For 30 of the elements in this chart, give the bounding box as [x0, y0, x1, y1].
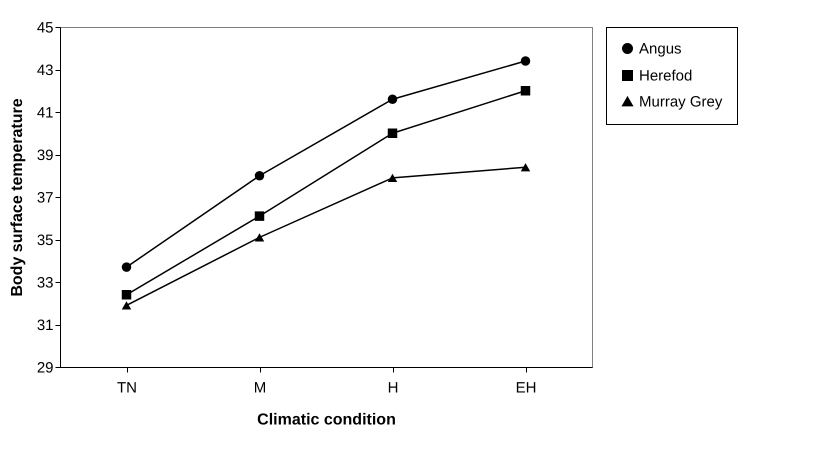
y-tick-label: 41 [36, 104, 54, 122]
point [122, 262, 132, 272]
y-tick-label: 29 [36, 360, 54, 376]
y-tick-label: 33 [36, 274, 54, 292]
point [520, 163, 530, 172]
y-tick-label: 39 [36, 147, 54, 164]
x-axis-title: Climatic condition [257, 412, 396, 428]
x-tick-label: M [254, 380, 266, 396]
legend-label: Murray Grey [639, 94, 723, 110]
x-tick-label: EH [516, 380, 536, 396]
point [388, 128, 398, 138]
point [520, 86, 530, 96]
y-tick-label: 31 [36, 317, 54, 334]
x-tick-label: H [388, 380, 398, 396]
legend-label: Herefod [639, 68, 692, 84]
y-tick-label: 45 [36, 20, 54, 36]
point [254, 171, 264, 180]
point [254, 211, 264, 221]
point [122, 290, 132, 300]
y-axis-title: Body surface temperature [8, 98, 26, 297]
y-tick-label: 37 [36, 190, 54, 206]
point [388, 94, 398, 104]
point [254, 233, 264, 242]
y-tick-label: 43 [36, 62, 54, 79]
point [122, 301, 132, 310]
x-tick-label: TN [117, 380, 137, 396]
point [520, 56, 530, 66]
y-tick-label: 35 [36, 232, 54, 249]
point [388, 174, 398, 182]
legend-label: Angus [639, 40, 682, 58]
